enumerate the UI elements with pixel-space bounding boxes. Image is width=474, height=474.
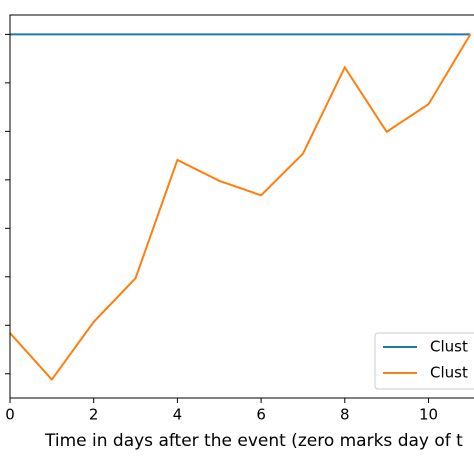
legend-label: Clust [430, 338, 468, 356]
x-tick-label: 4 [173, 406, 183, 424]
series-line [9, 33, 472, 382]
x-tick-label: 2 [89, 406, 99, 424]
x-tick-label: 10 [419, 406, 438, 424]
x-axis-label: Time in days after the event (zero marks… [44, 431, 463, 451]
x-tick-label: 6 [256, 406, 266, 424]
plot-frame [9, 14, 474, 399]
x-tick-label: 8 [340, 406, 350, 424]
legend-label: Clust [430, 364, 468, 382]
x-tick-label: 0 [5, 406, 15, 424]
